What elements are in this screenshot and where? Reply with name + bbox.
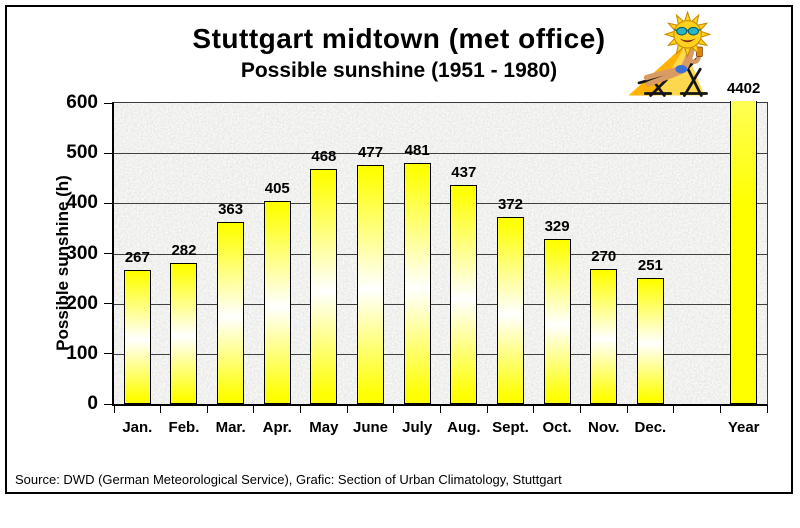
y-axis-tick-label: 400 (66, 192, 98, 214)
bar-value-label: 481 (404, 141, 430, 159)
source-caption: Source: DWD (German Meteorological Servi… (15, 472, 562, 487)
chart-subtitle: Possible sunshine (1951 - 1980) (240, 59, 558, 82)
y-axis-tick (104, 403, 113, 405)
x-axis-tick (160, 405, 162, 413)
bar-value-label: 267 (124, 249, 150, 267)
x-axis-tick (300, 405, 302, 413)
bar-value-label: 363 (218, 200, 244, 218)
bar (543, 238, 571, 404)
bar (450, 184, 478, 404)
y-axis-tick (104, 102, 113, 104)
bar-value-label: 372 (497, 196, 523, 214)
bar (496, 217, 524, 404)
bar (357, 164, 385, 404)
bar-value-label: 329 (544, 217, 570, 235)
y-axis-tick-label: 600 (66, 92, 98, 113)
x-category-label: Dec. (634, 419, 667, 436)
sun-icon (663, 10, 712, 59)
bar (217, 221, 245, 404)
y-axis-tick-label: 200 (66, 292, 98, 314)
x-axis-tick (626, 405, 628, 413)
sun-lounger-icon (628, 10, 712, 97)
x-category-label: June (353, 419, 389, 436)
x-category-label: Aug. (447, 419, 481, 436)
x-category-label: Nov. (588, 419, 620, 436)
deck-chair-icon (637, 54, 708, 97)
y-axis-tick (104, 253, 113, 254)
bar-value-label: 251 (637, 257, 663, 275)
x-category-label: Mar. (215, 419, 246, 436)
bar-value-label: 282 (171, 241, 197, 259)
bar-value-label: 437 (451, 163, 477, 181)
x-axis-tick (346, 405, 348, 413)
gridline (114, 353, 767, 355)
chart-title: Stuttgart midtown (met office) (192, 23, 606, 54)
x-category-label: May (309, 419, 339, 436)
y-axis-tick-label: 0 (87, 393, 98, 414)
bar (730, 101, 758, 404)
gridline (114, 153, 767, 155)
x-category-label: Year (727, 419, 760, 436)
bar-value-label: 468 (311, 148, 337, 166)
x-axis-tick (579, 405, 581, 413)
x-axis-tick (253, 405, 255, 413)
y-axis-tick (104, 202, 113, 204)
x-axis-tick (533, 405, 535, 413)
bar (590, 268, 618, 404)
x-axis-tick (486, 405, 488, 413)
bar-value-label: 4402 (726, 80, 761, 97)
y-axis-tick-label: 300 (66, 242, 98, 264)
x-category-label: Jan. (122, 419, 153, 436)
x-axis-tick (440, 405, 441, 413)
bar (263, 200, 291, 404)
y-axis-tick (104, 303, 113, 305)
bar-value-label: 405 (264, 179, 290, 197)
bar (403, 162, 431, 404)
plot-area: 0 100 200 300 400 500 600 Jan. Feb. Mar. Apr. May Ju… (66, 80, 768, 436)
bar (170, 262, 198, 404)
bar (310, 169, 338, 404)
chart-frame: Stuttgart midtown (met office) Possible … (5, 5, 793, 494)
x-axis-tick (719, 405, 721, 413)
gridline (114, 203, 767, 205)
lounging-body (643, 46, 703, 87)
x-axis-tick (113, 405, 115, 413)
y-axis-tick-label: 500 (66, 142, 98, 164)
bar-value-label: 270 (591, 247, 617, 265)
bar (123, 270, 151, 404)
x-category-label: July (402, 419, 433, 436)
x-axis-tick (206, 405, 208, 413)
bar-value-label: 477 (358, 143, 384, 161)
gridline (114, 253, 767, 255)
y-axis-tick (104, 152, 113, 154)
y-axis-tick-label: 100 (66, 342, 98, 364)
smile (679, 38, 696, 43)
x-category-label: Oct. (542, 419, 572, 436)
gridline (114, 303, 767, 305)
y-axis-tick (104, 353, 113, 355)
x-category-label: Sept. (492, 419, 529, 436)
sunglasses-icon (674, 26, 701, 36)
bar (636, 278, 664, 404)
x-category-label: Feb. (168, 419, 200, 436)
x-axis-tick (393, 405, 395, 413)
x-category-label: Apr. (262, 419, 292, 436)
x-axis-tick (673, 405, 675, 413)
x-axis-tick (766, 405, 768, 413)
